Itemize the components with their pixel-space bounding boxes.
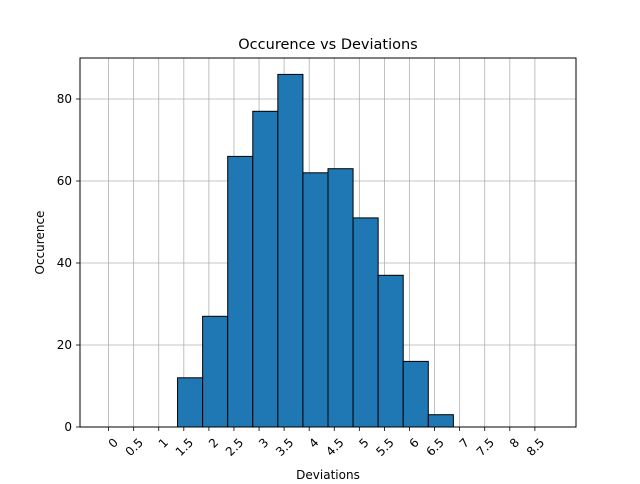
x-tick-label: 3 [256,435,271,450]
x-tick-label: 5 [356,435,371,450]
histogram-bar [402,360,429,428]
histogram-bar [252,110,279,428]
x-tick-label: 3.5 [273,435,296,458]
histogram-bar [327,168,354,428]
y-axis-label: Occurence [33,211,47,275]
x-tick-label: 2.5 [223,435,246,458]
histogram-bar [427,414,454,428]
y-tick-label: 80 [57,92,72,106]
x-tick-label: 4 [306,435,321,450]
x-tick-label: 2 [206,435,221,450]
x-tick-label: 1 [156,435,171,450]
y-axis-ticks: 0 20 40 60 80 [57,92,80,434]
x-tick-label: 4.5 [323,435,346,458]
grid-layer [80,58,576,428]
x-tick-label: 8.5 [524,435,547,458]
x-tick-label: 7 [457,435,472,450]
bars-layer [177,73,454,428]
x-tick-label: 0.5 [123,435,146,458]
histogram-bar [302,172,329,428]
x-tick-label: 1.5 [173,435,196,458]
x-axis-ticks: 0 0.5 1 1.5 2 2.5 3 3.5 4 4.5 5 5.5 6 6.5 7 7.5 8 8.5 [106,427,547,459]
x-tick-label: 8 [507,435,522,450]
y-tick-label: 0 [64,420,72,434]
x-tick-label: 0 [106,435,121,450]
x-tick-label: 6.5 [424,435,447,458]
histogram-bar [277,73,304,428]
y-tick-label: 60 [57,174,72,188]
histogram-bar [227,155,254,428]
x-tick-label: 5.5 [373,435,396,458]
histogram-bar [352,217,379,428]
histogram-bar [202,315,229,428]
x-tick-label: 6 [407,435,422,450]
chart-title: Occurence vs Deviations [238,37,417,53]
histogram-bar [377,274,404,428]
x-axis-label: Deviations [296,468,360,480]
histogram-bar [177,377,204,428]
plot-frame [79,57,577,428]
x-tick-label: 7.5 [474,435,497,458]
y-tick-label: 20 [57,338,72,352]
y-tick-label: 40 [57,256,72,270]
